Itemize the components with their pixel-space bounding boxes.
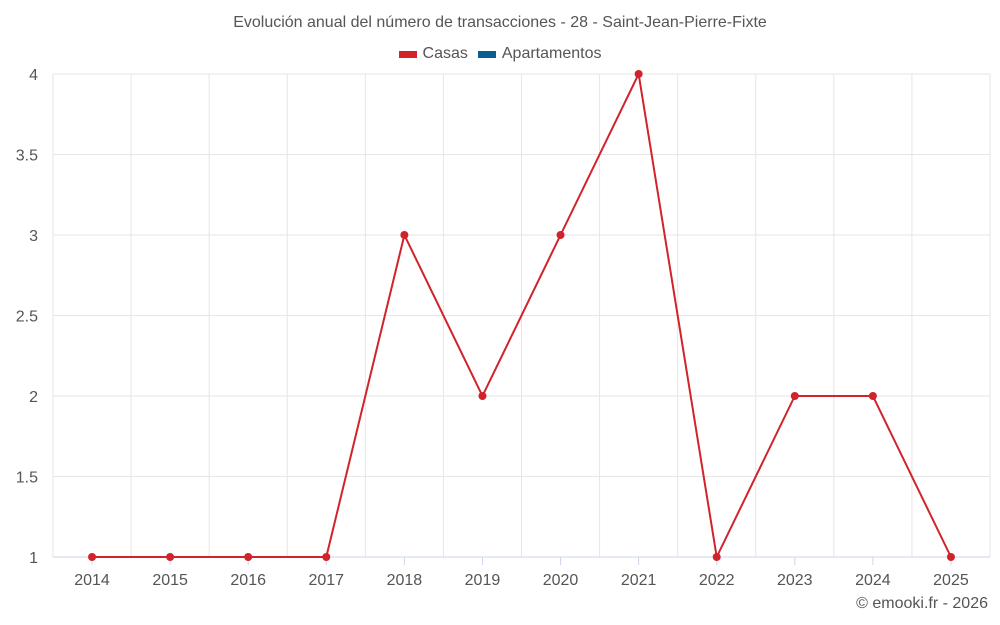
- legend-item-casas[interactable]: Casas: [398, 45, 468, 63]
- data-point: [946, 553, 955, 561]
- x-tick-label: 2021: [621, 572, 657, 589]
- y-tick-label: 3: [29, 228, 38, 245]
- data-point: [244, 553, 253, 561]
- data-point: [634, 70, 643, 78]
- y-tick-label: 2: [29, 389, 38, 406]
- data-point: [322, 553, 331, 561]
- data-point: [790, 392, 799, 400]
- x-tick-label: 2017: [308, 572, 344, 589]
- x-tick-label: 2016: [230, 572, 266, 589]
- series-line-casas: [92, 73, 952, 558]
- x-tick-label: 2019: [465, 572, 501, 589]
- x-tick-label: 2024: [855, 572, 891, 589]
- data-point: [400, 231, 409, 239]
- chart-title: Evolución anual del número de transaccio…: [233, 14, 767, 31]
- x-tick-label: 2025: [933, 572, 969, 589]
- data-point: [712, 553, 721, 561]
- legend-swatch-casas: [398, 50, 417, 58]
- data-point: [166, 553, 175, 561]
- data-point: [478, 392, 487, 400]
- y-tick-label: 4: [29, 67, 38, 84]
- data-point: [556, 231, 565, 239]
- x-tick-label: 2014: [74, 572, 110, 589]
- y-tick-label: 3.5: [16, 148, 38, 165]
- data-point: [868, 392, 877, 400]
- y-tick-label: 1: [29, 550, 38, 567]
- y-tick-label: 2.5: [16, 309, 38, 326]
- data-point: [88, 553, 97, 561]
- legend-swatch-apartamentos: [477, 50, 496, 58]
- x-tick-label: 2023: [777, 572, 813, 589]
- x-tick-label: 2022: [699, 572, 735, 589]
- x-tick-label: 2020: [543, 572, 579, 589]
- credit-text: © emooki.fr - 2026: [856, 595, 988, 612]
- legend-label-apartamentos: Apartamentos: [501, 45, 602, 62]
- y-tick-label: 1.5: [16, 470, 38, 487]
- legend: Casas Apartamentos: [0, 45, 1000, 63]
- legend-label-casas: Casas: [422, 45, 468, 62]
- x-tick-label: 2018: [387, 572, 423, 589]
- legend-item-apartamentos[interactable]: Apartamentos: [477, 45, 602, 63]
- x-tick-label: 2015: [152, 572, 188, 589]
